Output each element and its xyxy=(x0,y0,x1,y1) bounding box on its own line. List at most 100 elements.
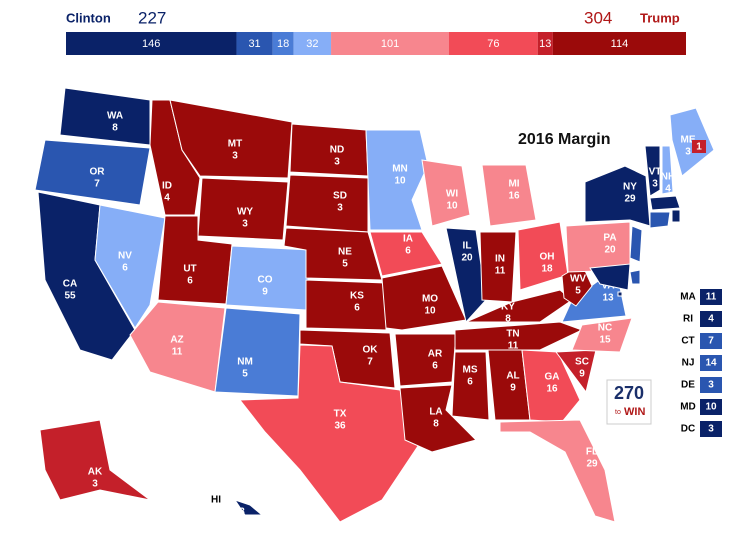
state xyxy=(381,265,467,331)
state xyxy=(94,204,166,329)
maine-district-box xyxy=(692,140,706,153)
state-abbr: KS xyxy=(350,291,364,302)
tally-segment xyxy=(552,32,686,55)
state-abbr: NM xyxy=(237,357,253,368)
sidebar-votes: 7 xyxy=(708,336,714,347)
state-votes: 8 xyxy=(505,314,511,325)
state-votes: 6 xyxy=(122,263,128,274)
state-abbr: MO xyxy=(422,294,438,305)
sidebar-abbr: MA xyxy=(680,292,696,303)
state-abbr: NH xyxy=(661,172,675,183)
trump-total: 304 xyxy=(584,8,612,27)
state-abbr: AL xyxy=(506,371,519,382)
state-abbr: SD xyxy=(333,191,347,202)
state-votes: 6 xyxy=(467,377,473,388)
small-state xyxy=(671,209,681,223)
state-votes: 3 xyxy=(242,219,248,230)
sidebar-box xyxy=(700,421,722,437)
logo-word: WIN xyxy=(624,406,645,418)
tally-label: 76 xyxy=(487,38,499,50)
state xyxy=(39,419,151,501)
state-votes: 3 xyxy=(92,479,98,490)
small-state xyxy=(589,263,631,291)
state xyxy=(369,231,443,277)
tally-segment xyxy=(66,32,237,55)
small-state xyxy=(617,291,623,297)
state-abbr: WV xyxy=(570,274,586,285)
state xyxy=(584,165,651,227)
state-abbr: TN xyxy=(506,329,519,340)
state-votes: 18 xyxy=(541,264,553,275)
state xyxy=(571,317,633,353)
state-abbr: UT xyxy=(183,264,196,275)
state xyxy=(521,349,581,423)
sidebar-box xyxy=(700,289,722,305)
state xyxy=(499,419,616,523)
state-abbr: AZ xyxy=(170,335,183,346)
state-abbr: VT xyxy=(649,167,662,178)
tally-label: 146 xyxy=(142,38,160,50)
state-votes: 10 xyxy=(446,201,458,212)
state-abbr: AK xyxy=(88,467,103,478)
state-votes: 3 xyxy=(232,151,238,162)
sidebar-votes: 3 xyxy=(708,380,714,391)
state-votes: 5 xyxy=(575,286,581,297)
state-votes: 5 xyxy=(242,369,248,380)
state-abbr: MI xyxy=(508,179,519,190)
state xyxy=(454,321,584,351)
logo-small: to xyxy=(615,409,621,416)
state xyxy=(239,344,423,523)
state xyxy=(169,99,293,179)
state-votes: 3 xyxy=(685,147,691,158)
state-abbr: TX xyxy=(334,409,347,420)
state xyxy=(34,139,151,206)
state-abbr: OH xyxy=(540,252,555,263)
small-state xyxy=(649,195,681,211)
state xyxy=(285,174,369,233)
logo: 270 to WIN xyxy=(606,379,652,425)
state-votes: 7 xyxy=(94,179,100,190)
state-votes: 13 xyxy=(602,293,614,304)
state-abbr: IL xyxy=(463,241,472,252)
state xyxy=(365,129,429,231)
state-abbr: SC xyxy=(575,357,589,368)
sidebar-votes: 4 xyxy=(708,314,714,325)
state xyxy=(59,87,151,146)
state xyxy=(644,145,661,197)
state-votes: 16 xyxy=(546,384,558,395)
sidebar-votes: 3 xyxy=(708,424,714,435)
clinton-total: 227 xyxy=(138,8,166,27)
tally-label: 114 xyxy=(611,38,629,50)
trump-name: Trump xyxy=(640,10,680,25)
maine-district-votes: 1 xyxy=(696,142,702,153)
state-abbr: NY xyxy=(623,182,637,193)
tally-segment xyxy=(236,32,273,55)
state-abbr: KY xyxy=(501,302,515,313)
state-abbr: ID xyxy=(162,181,172,192)
tally-label: 13 xyxy=(539,38,551,50)
state-abbr: WY xyxy=(237,207,253,218)
state-votes: 4 xyxy=(164,193,170,204)
sidebar-box xyxy=(700,377,722,393)
state-abbr: MS xyxy=(463,365,478,376)
state-abbr: OR xyxy=(90,167,106,178)
state-votes: 10 xyxy=(394,176,406,187)
sidebar-abbr: CT xyxy=(681,336,694,347)
logo-number: 270 xyxy=(614,383,644,403)
tally-label: 101 xyxy=(381,38,399,50)
state xyxy=(197,177,289,241)
state-abbr: HI xyxy=(211,495,221,506)
state-votes: 3 xyxy=(337,203,343,214)
sidebar-box xyxy=(700,355,722,371)
state-votes: 3 xyxy=(334,157,340,168)
state-abbr: OK xyxy=(363,345,379,356)
state-votes: 16 xyxy=(508,191,520,202)
state-votes: 5 xyxy=(342,259,348,270)
state-votes: 6 xyxy=(187,276,193,287)
state-votes: 10 xyxy=(424,306,436,317)
sidebar-box xyxy=(700,333,722,349)
tally-label: 32 xyxy=(306,38,318,50)
state-votes: 6 xyxy=(405,246,411,257)
logo-box xyxy=(606,379,652,425)
